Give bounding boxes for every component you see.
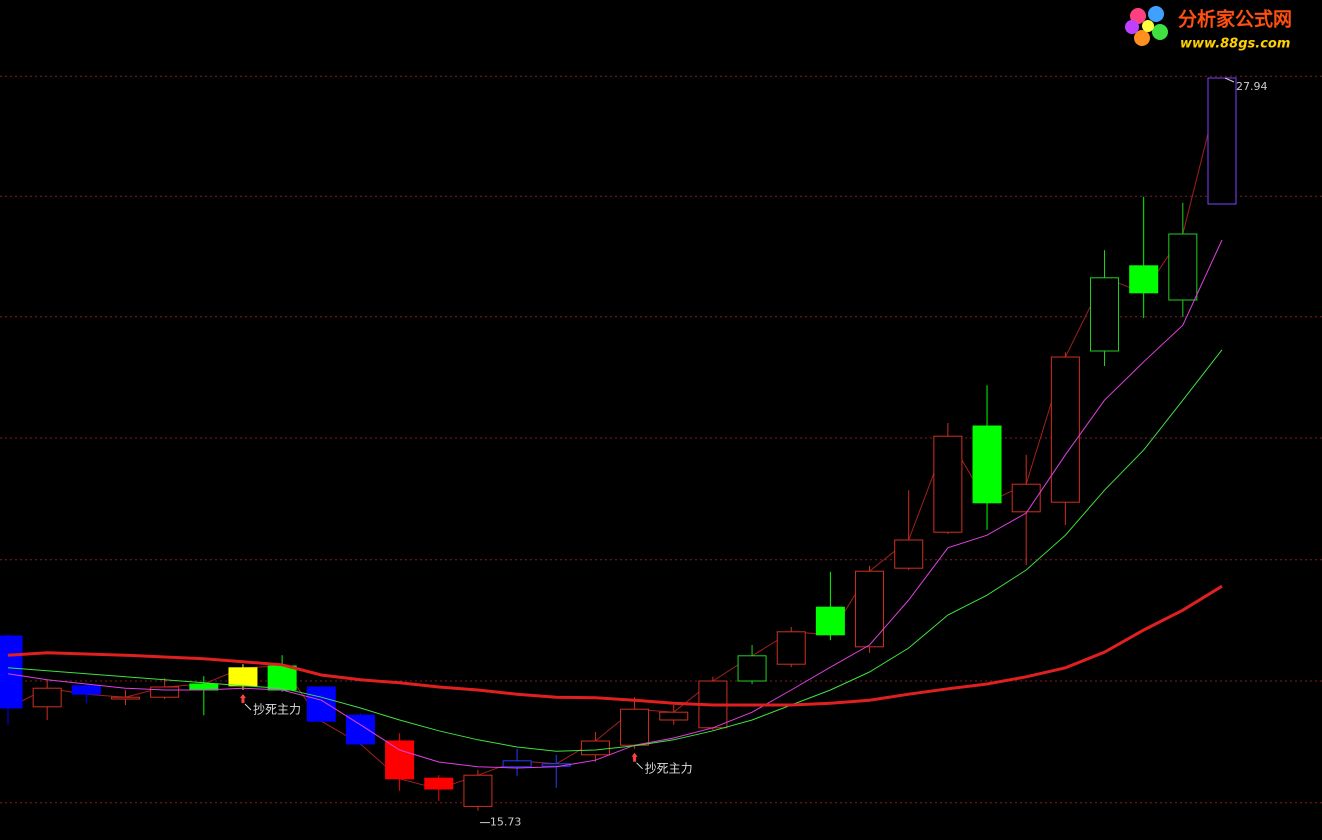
logo-title: 分析家公式网 [1178,8,1292,31]
candle-body [1090,277,1120,352]
logo: 分析家公式网 www.88gs.com [1118,0,1322,56]
candle-body [580,740,610,756]
moving-average [7,239,1223,769]
label-arrow [1224,77,1235,83]
logo-url: www.88gs.com [1180,37,1290,52]
logo-center [1142,20,1154,32]
candle-body [345,714,375,745]
candle-body [306,686,336,722]
candle-body [0,635,23,709]
logo-petal [1148,6,1164,22]
candle-body [1129,265,1159,294]
candle-body [1207,77,1237,205]
candle-body [855,570,885,648]
logo-petal [1130,8,1146,24]
candle-body [424,777,454,790]
moving-average [7,584,1223,707]
candle-body [1168,233,1198,301]
candle-body [110,696,140,700]
signal-arrow [631,752,638,762]
candle-body [972,425,1002,504]
min-label: 15.73 [490,816,522,829]
candle-body [776,631,806,665]
signal-pointer [636,762,643,770]
signal-pointer [244,703,252,711]
candle-body [737,655,767,682]
candle-body [541,763,571,767]
candle-body [385,740,415,780]
candle-body [933,435,963,533]
candle-body [659,711,689,721]
signal-arrow [239,694,246,703]
candle-body [32,687,62,708]
candle-body [463,774,493,807]
candle-body [894,539,924,569]
candle-body [815,606,845,636]
candle-body [502,760,532,768]
candle-body [150,686,180,698]
candle-body [71,685,101,695]
max-label: 27.94 [1236,80,1268,93]
moving-average [7,349,1223,752]
signal-label: 抄死主力 [645,761,693,775]
candle-body [228,667,258,687]
candle-body [1050,356,1080,503]
candle-body [1011,483,1041,513]
logo-petal [1125,20,1139,34]
signal-label: 抄死主力 [253,703,301,717]
logo-petal [1152,24,1168,40]
candle-body [620,708,650,746]
logo-petal [1134,30,1150,46]
candle-body [267,665,297,691]
